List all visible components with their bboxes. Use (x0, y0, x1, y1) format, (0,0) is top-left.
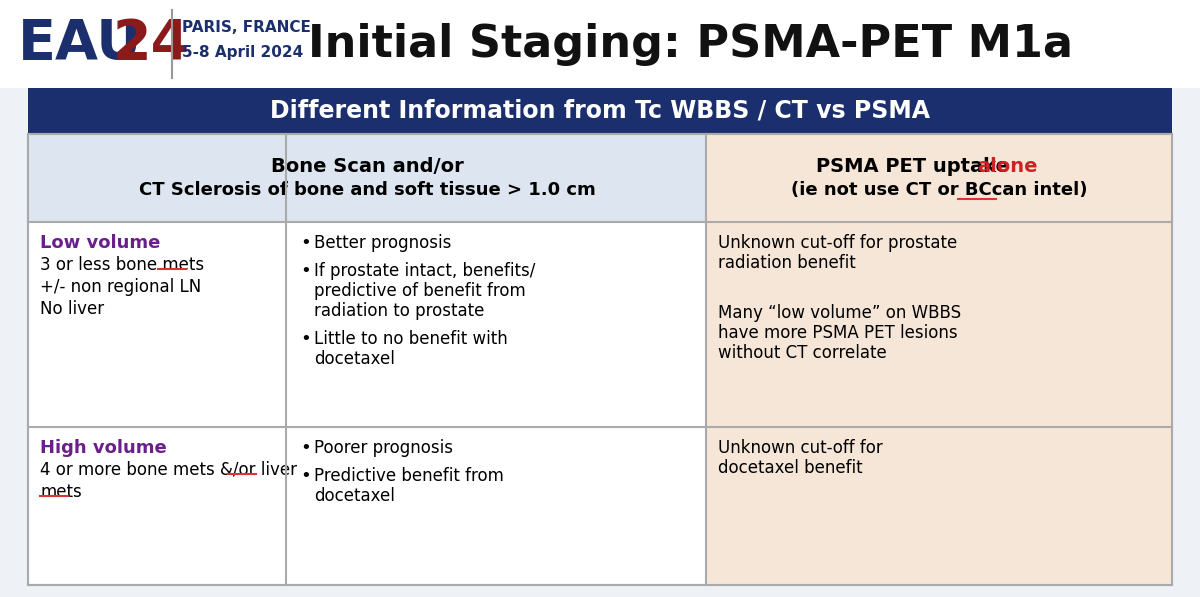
Text: Unknown cut-off for: Unknown cut-off for (718, 439, 883, 457)
Text: Many “low volume” on WBBS: Many “low volume” on WBBS (718, 304, 961, 322)
Text: Predictive benefit from: Predictive benefit from (314, 467, 504, 485)
Text: Bone Scan and/or: Bone Scan and/or (271, 156, 463, 176)
Text: Poorer prognosis: Poorer prognosis (314, 439, 454, 457)
Text: No liver: No liver (40, 300, 104, 318)
Text: (ie not use CT or BCcan intel): (ie not use CT or BCcan intel) (791, 181, 1087, 199)
Text: EAU: EAU (18, 17, 143, 71)
Text: High volume: High volume (40, 439, 167, 457)
Text: +/- non regional LN: +/- non regional LN (40, 278, 202, 296)
FancyBboxPatch shape (28, 134, 1172, 585)
Text: docetaxel: docetaxel (314, 487, 395, 505)
Text: Low volume: Low volume (40, 234, 161, 252)
Text: •: • (300, 262, 311, 280)
Text: docetaxel: docetaxel (314, 350, 395, 368)
Text: Initial Staging: PSMA-PET M1a: Initial Staging: PSMA-PET M1a (307, 23, 1073, 66)
Text: predictive of benefit from: predictive of benefit from (314, 282, 526, 300)
Text: •: • (300, 439, 311, 457)
Text: mets: mets (40, 483, 82, 501)
Text: docetaxel benefit: docetaxel benefit (718, 459, 863, 477)
Text: Little to no benefit with: Little to no benefit with (314, 330, 508, 348)
Text: 3 or less bone mets: 3 or less bone mets (40, 256, 204, 274)
Text: alone: alone (977, 156, 1037, 176)
Text: 5-8 April 2024: 5-8 April 2024 (182, 45, 304, 60)
Text: Better prognosis: Better prognosis (314, 234, 451, 252)
FancyBboxPatch shape (28, 134, 706, 222)
Text: radiation benefit: radiation benefit (718, 254, 856, 272)
Text: •: • (300, 330, 311, 348)
Text: without CT correlate: without CT correlate (718, 344, 887, 362)
FancyBboxPatch shape (0, 0, 1200, 88)
Text: 24: 24 (113, 17, 190, 71)
FancyBboxPatch shape (706, 134, 1172, 585)
Text: CT Sclerosis of bone and soft tissue > 1.0 cm: CT Sclerosis of bone and soft tissue > 1… (139, 181, 595, 199)
Text: radiation to prostate: radiation to prostate (314, 302, 485, 320)
Text: 4 or more bone mets &/or liver: 4 or more bone mets &/or liver (40, 461, 298, 479)
Text: Unknown cut-off for prostate: Unknown cut-off for prostate (718, 234, 958, 252)
Text: PARIS, FRANCE: PARIS, FRANCE (182, 20, 311, 35)
Text: •: • (300, 467, 311, 485)
Text: If prostate intact, benefits/: If prostate intact, benefits/ (314, 262, 535, 280)
FancyBboxPatch shape (28, 88, 1172, 134)
Text: PSMA PET uptake: PSMA PET uptake (816, 156, 1016, 176)
Text: have more PSMA PET lesions: have more PSMA PET lesions (718, 324, 958, 342)
Text: •: • (300, 234, 311, 252)
Text: Different Information from Tc WBBS / CT vs PSMA: Different Information from Tc WBBS / CT … (270, 99, 930, 123)
